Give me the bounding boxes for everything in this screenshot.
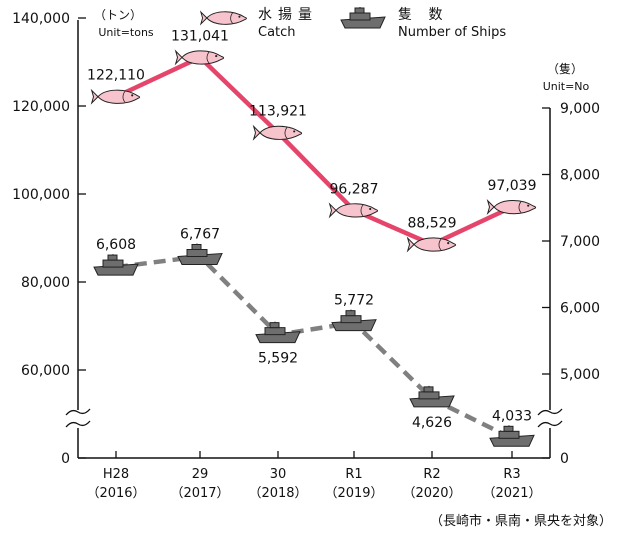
catch-series-line — [115, 55, 513, 247]
right-axis-break-mark-0 — [537, 408, 563, 416]
x-label-year-3: （2019） — [324, 486, 383, 501]
legend-catch-en: Catch — [258, 25, 296, 40]
x-label-year-0: （2016） — [86, 486, 145, 501]
axes: 0 60,000 80,000 100,000 120,000 140,000 0 5,000… — [12, 11, 600, 501]
x-label-3: R1 — [345, 467, 362, 482]
legend-ships-jp: 隻 数 — [398, 7, 448, 23]
ships-series-line — [115, 254, 513, 441]
ships-value-label-4: 4,626 — [412, 415, 452, 431]
legend-catch-jp: 水揚量 — [258, 6, 318, 23]
ship-marker-icon-5 — [489, 425, 535, 447]
x-label-year-4: （2020） — [402, 486, 461, 501]
x-label-year-2: （2018） — [248, 486, 307, 501]
left-axis-break-mark-1 — [65, 420, 91, 428]
ship-marker-icon-4 — [409, 385, 455, 408]
fish-marker-icon-2 — [253, 125, 303, 140]
fish-marker-icon-1 — [175, 50, 225, 65]
catch-value-label-5: 97,039 — [488, 178, 537, 194]
legend-fish-icon — [200, 11, 247, 25]
right-axis-unit-jp: （隻） — [547, 61, 583, 76]
catch-value-label-0: 122,110 — [87, 68, 145, 84]
x-label-year-1: （2017） — [170, 486, 229, 501]
ship-marker-icon-1 — [177, 243, 223, 265]
fish-marker-icon-4 — [407, 237, 457, 252]
left-tick-label-3: 100,000 — [12, 187, 70, 203]
right-tick-label-5: 9,000 — [560, 101, 600, 117]
left-axis-unit-en: Unit=tons — [98, 26, 154, 39]
catch-value-label-4: 88,529 — [408, 215, 457, 231]
right-tick-label-1: 5,000 — [560, 367, 600, 383]
ship-marker-icon-3 — [331, 309, 377, 332]
x-label-1: 29 — [192, 467, 209, 482]
right-tick-label-0: 0 — [560, 451, 569, 467]
catch-value-label-1: 131,041 — [171, 28, 229, 44]
ships-value-label-0: 6,608 — [96, 237, 136, 253]
left-tick-label-5: 140,000 — [12, 11, 70, 27]
x-label-year-5: （2021） — [482, 486, 541, 501]
right-tick-label-3: 7,000 — [560, 234, 600, 250]
ships-value-label-3: 5,772 — [334, 293, 374, 309]
ships-value-label-1: 6,767 — [180, 226, 220, 242]
x-label-5: R3 — [503, 467, 520, 482]
left-tick-label-2: 80,000 — [21, 275, 70, 291]
footnote: （長崎市・県南・県央を対象） — [430, 513, 612, 529]
series-layer: 6,608 6,767 5,592 5,772 4,626 4,033 122,110 131… — [87, 28, 537, 447]
x-label-2: 30 — [270, 467, 287, 482]
left-tick-label-4: 120,000 — [12, 99, 70, 115]
catch-value-label-2: 113,921 — [249, 104, 307, 120]
fish-marker-icon-5 — [487, 199, 537, 215]
right-axis-unit-en: Unit=No — [543, 80, 590, 93]
x-label-4: R2 — [423, 467, 440, 482]
ship-marker-icon-0 — [93, 254, 139, 276]
legend: （トン） Unit=tons 水揚量 Catch 隻 数 Number of S… — [94, 6, 590, 93]
left-axis-unit-jp: （トン） — [94, 8, 142, 22]
ships-value-label-2: 5,592 — [258, 351, 298, 367]
right-tick-label-4: 8,000 — [560, 168, 600, 184]
ships-value-label-5: 4,033 — [492, 408, 532, 424]
left-axis-break-mark-0 — [65, 408, 91, 416]
right-axis-break-mark-1 — [537, 420, 563, 428]
x-label-0: H28 — [103, 467, 129, 482]
legend-ship-icon — [340, 7, 386, 29]
legend-ships-en: Number of Ships — [398, 25, 506, 40]
fish-marker-icon-0 — [91, 89, 141, 104]
left-tick-label-1: 60,000 — [21, 363, 70, 379]
catch-value-label-3: 96,287 — [330, 181, 379, 197]
fish-marker-icon-3 — [329, 203, 379, 218]
right-tick-label-2: 6,000 — [560, 301, 600, 317]
left-tick-label-0: 0 — [61, 451, 70, 467]
